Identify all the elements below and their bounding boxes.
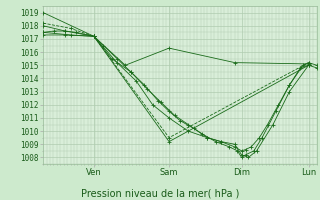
Text: Pression niveau de la mer( hPa ): Pression niveau de la mer( hPa ) xyxy=(81,188,239,198)
